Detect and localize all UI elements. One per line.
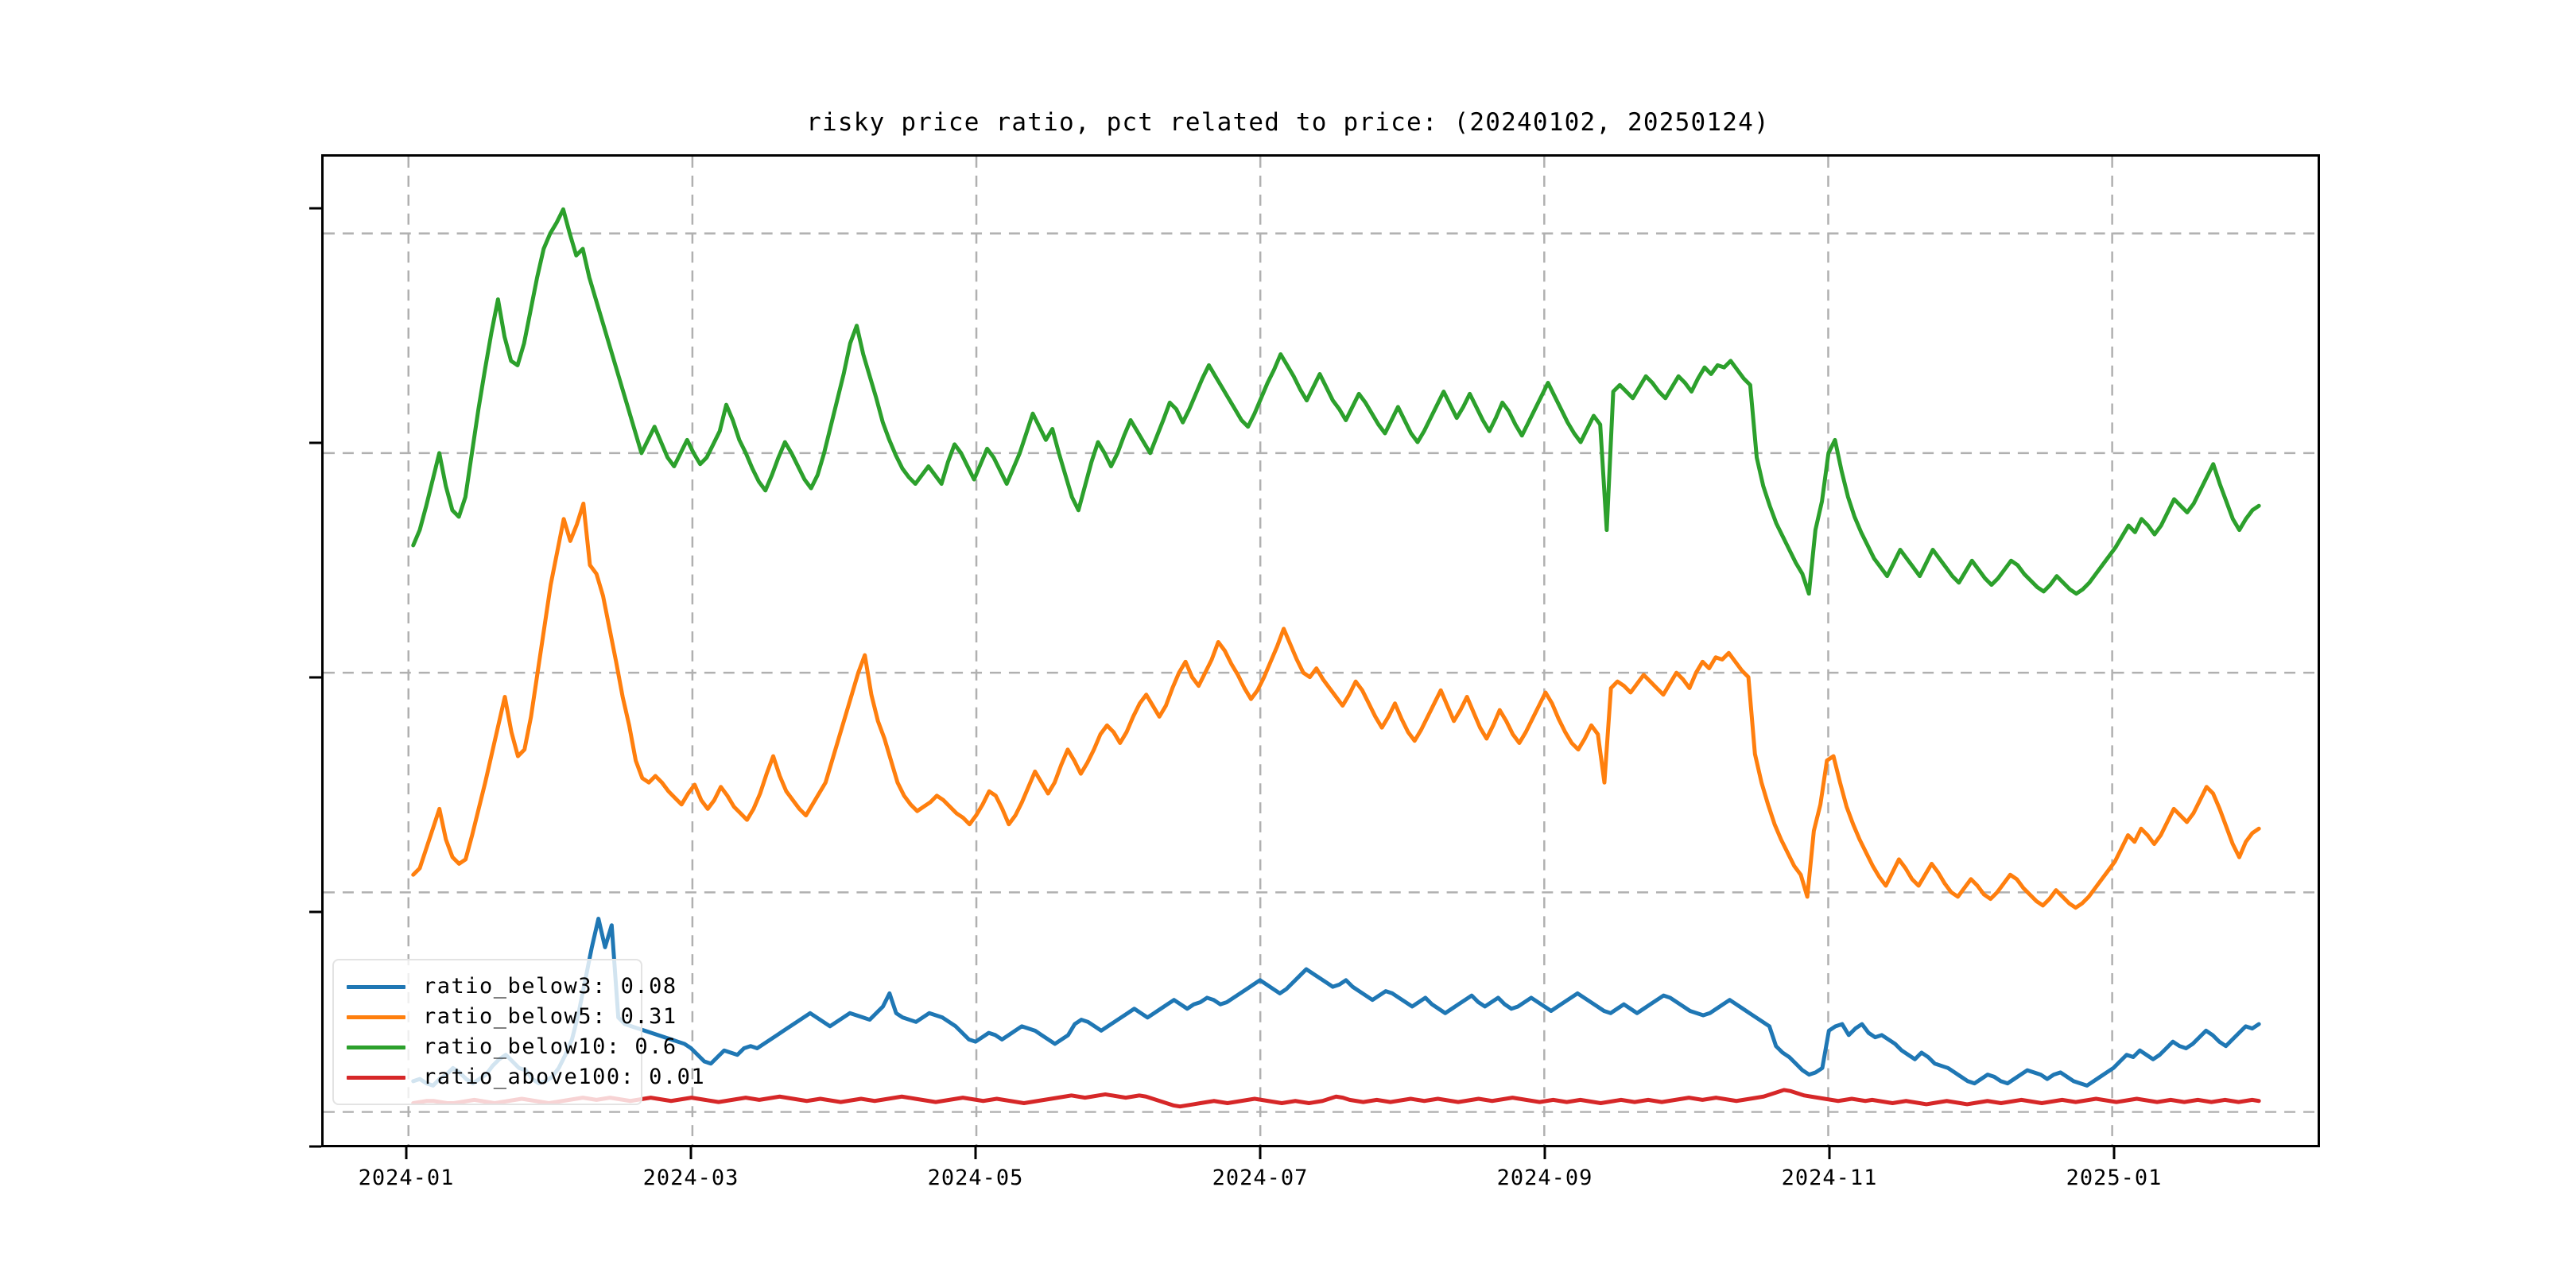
legend-item-ratio-below5[interactable]: ratio_below5: 0.31	[347, 1002, 676, 1032]
x-tick-mark	[2112, 1147, 2116, 1159]
plot-area	[321, 154, 2320, 1147]
legend-swatch-red	[347, 1075, 405, 1080]
y-tick-mark	[309, 1145, 321, 1148]
x-tick-label-1: 2024-03	[642, 1166, 739, 1190]
series-lines	[411, 207, 2261, 1109]
x-tick-mark	[1259, 1147, 1262, 1159]
gridlines	[324, 157, 2318, 1145]
legend-label-ratio-below5: ratio_below5: 0.31	[423, 1004, 677, 1029]
series-canvas	[324, 157, 2318, 1145]
series-line-ratio_below5	[411, 501, 2261, 910]
legend-label-ratio-below3: ratio_below3: 0.08	[423, 974, 677, 999]
series-line-ratio_below10	[411, 207, 2261, 596]
x-tick-mark	[405, 1147, 408, 1159]
legend-item-ratio-below3[interactable]: ratio_below3: 0.08	[347, 972, 676, 1002]
y-tick-mark	[309, 676, 321, 679]
legend-swatch-blue	[347, 984, 405, 989]
y-tick-mark	[309, 910, 321, 914]
x-tick-label-0: 2024-01	[358, 1166, 455, 1190]
x-tick-label-3: 2024-07	[1212, 1166, 1309, 1190]
x-tick-label-4: 2024-09	[1496, 1166, 1593, 1190]
legend-swatch-orange	[347, 1014, 405, 1019]
x-tick-label-5: 2024-11	[1781, 1166, 1878, 1190]
legend-label-ratio-below10: ratio_below10: 0.6	[423, 1034, 677, 1059]
x-tick-mark	[974, 1147, 977, 1159]
x-tick-mark	[689, 1147, 692, 1159]
chart-title: risky price ratio, pct related to price:…	[806, 108, 1770, 137]
legend-swatch-green	[347, 1045, 405, 1049]
series-line-ratio_below3	[411, 917, 2261, 1088]
x-tick-mark	[1828, 1147, 1831, 1159]
x-tick-label-6: 2025-01	[2066, 1166, 2163, 1190]
series-line-ratio_above100	[411, 1088, 2261, 1109]
legend: ratio_below3: 0.08 ratio_below5: 0.31 ra…	[332, 959, 704, 1105]
legend-label-ratio-above100: ratio_above100: 0.01	[423, 1065, 706, 1089]
y-tick-mark	[309, 441, 321, 444]
x-tick-label-2: 2024-05	[927, 1166, 1024, 1190]
x-tick-mark	[1543, 1147, 1546, 1159]
legend-item-ratio-above100[interactable]: ratio_above100: 0.01	[347, 1062, 704, 1092]
y-tick-mark	[309, 207, 321, 210]
legend-item-ratio-below10[interactable]: ratio_below10: 0.6	[347, 1032, 676, 1062]
